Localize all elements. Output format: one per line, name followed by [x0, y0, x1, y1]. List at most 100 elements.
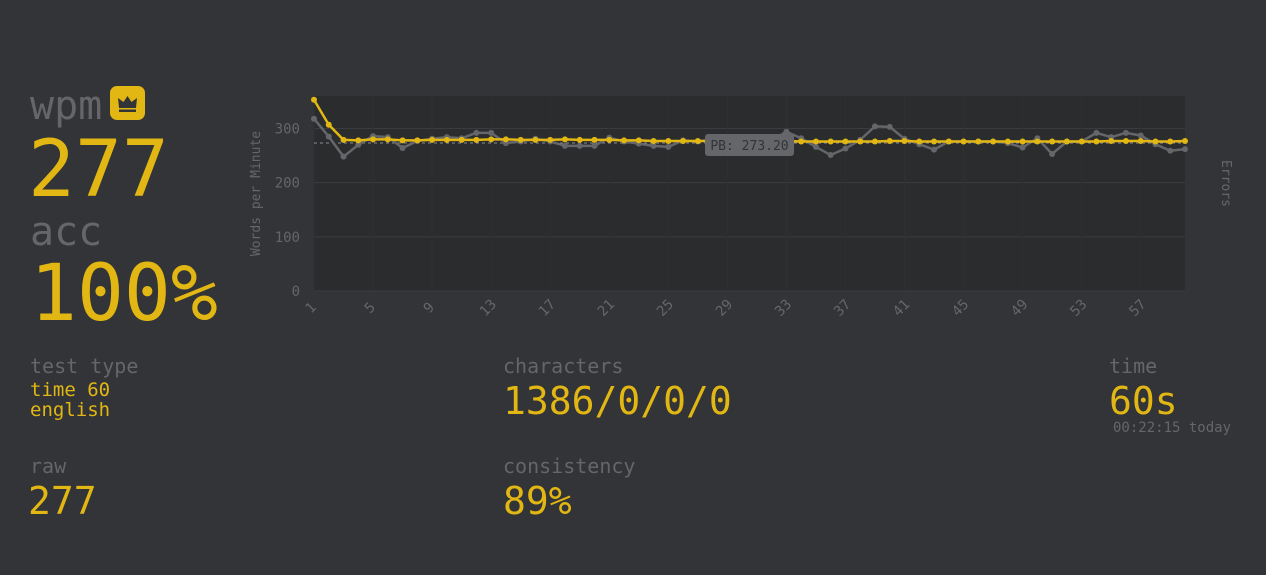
chart-point-wpm: [443, 136, 450, 143]
chart-point-wpm: [1093, 138, 1100, 145]
chart-xtick-label: 1: [303, 300, 320, 317]
test-type-label: test type: [30, 354, 139, 378]
chart-point-raw: [311, 115, 317, 122]
chart-point-raw: [1122, 129, 1129, 136]
chart-point-wpm: [502, 136, 509, 143]
chart-xtick-label: 9: [421, 300, 438, 317]
chart-ylabel: Words per Minute: [249, 131, 264, 256]
chart-point-wpm: [325, 121, 332, 128]
chart-pb-label-box: [705, 134, 794, 157]
wpm-label: wpm: [30, 83, 103, 129]
chart-point-wpm: [650, 137, 657, 144]
chart-point-wpm: [561, 136, 568, 143]
chart-point-wpm: [621, 137, 628, 144]
chart-xtick-label: 21: [595, 297, 618, 320]
chart-point-wpm: [827, 138, 834, 145]
chart-point-wpm: [532, 136, 539, 143]
chart-point-wpm: [1049, 138, 1056, 145]
chart-point-raw: [783, 128, 790, 135]
chart-point-wpm: [311, 96, 317, 103]
chart-point-wpm: [370, 136, 377, 143]
chart-xtick-label: 37: [831, 297, 854, 320]
chart-point-wpm: [458, 136, 465, 143]
chart-xtick-label: 53: [1067, 297, 1090, 320]
time-date: 00:22:15 today: [1113, 420, 1232, 436]
chart-xtick-label: 57: [1126, 297, 1149, 320]
chart-point-wpm: [606, 136, 613, 143]
chart-point-wpm: [901, 137, 908, 144]
chart-point-raw: [488, 129, 495, 136]
chart-point-wpm: [488, 136, 495, 143]
chart-point-wpm: [1167, 138, 1174, 145]
chart-xtick-label: 5: [362, 300, 379, 317]
consistency-value: 89%: [503, 479, 572, 523]
chart-pb-label-text: PB: 273.20: [710, 139, 788, 154]
chart-point-wpm: [1004, 138, 1011, 145]
chart-point-raw: [340, 153, 347, 160]
chart-y2label: Errors: [1218, 160, 1233, 207]
chart-point-wpm: [1137, 137, 1144, 144]
chart-point-wpm: [1063, 138, 1070, 145]
chart-point-wpm: [429, 136, 436, 143]
chart-point-wpm: [680, 137, 687, 144]
chart-xtick-label: 29: [713, 297, 736, 320]
chart-point-wpm: [355, 137, 362, 144]
characters-label: characters: [503, 354, 624, 378]
chart-point-raw: [1167, 147, 1174, 154]
chart-point-wpm: [665, 137, 672, 144]
chart-point-wpm: [340, 136, 347, 143]
chart-point-raw: [591, 142, 598, 149]
chart-point-wpm: [473, 136, 480, 143]
chart-point-wpm: [975, 138, 982, 145]
chart-point-wpm: [871, 138, 878, 145]
chart-ytick-label: 300: [275, 122, 300, 138]
chart-pb-label: PB: 273.20: [705, 134, 794, 157]
raw-value: 277: [28, 479, 97, 523]
chart-point-wpm: [990, 138, 997, 145]
chart-point-wpm: [1034, 138, 1041, 145]
chart-point-raw: [399, 145, 406, 151]
chart-point-raw: [1093, 129, 1100, 136]
chart-point-wpm: [1108, 137, 1115, 144]
chart-point-raw: [1049, 150, 1056, 157]
chart-point-raw: [1137, 132, 1144, 139]
chart-point-wpm: [635, 137, 642, 144]
chart-point-raw: [871, 123, 878, 130]
chart-point-wpm: [931, 138, 938, 145]
chart-point-wpm: [399, 137, 406, 144]
consistency-label: consistency: [503, 454, 636, 478]
chart-ytick-label: 0: [292, 284, 300, 300]
time-label: time: [1109, 354, 1158, 378]
chart-point-raw: [886, 123, 893, 130]
wpm-chart: 0 100 200 300 1 5 9 13 17 21 25 29 33 37 41 45 49 53 57 Wor…: [240, 88, 1240, 352]
chart-point-raw: [576, 142, 583, 149]
chart-ytick-label: 200: [275, 176, 300, 192]
chart-point-raw: [650, 142, 657, 149]
chart-point-wpm: [414, 137, 421, 144]
chart-point-wpm: [812, 138, 819, 145]
chart-point-wpm: [517, 136, 524, 143]
chart-xtick-label: 45: [949, 297, 972, 320]
crown-icon: [110, 86, 145, 120]
raw-label: raw: [30, 454, 67, 478]
chart-point-raw: [842, 145, 849, 152]
wpm-value: 277: [28, 125, 169, 215]
chart-point-raw: [665, 143, 672, 150]
chart-xtick-label: 41: [890, 297, 913, 320]
chart-xtick-label: 13: [477, 297, 500, 320]
chart-point-wpm: [842, 138, 849, 145]
chart-point-wpm: [384, 136, 391, 143]
chart-point-wpm: [1152, 138, 1159, 145]
chart-point-wpm: [916, 138, 923, 145]
chart-point-wpm: [945, 138, 952, 145]
chart-point-raw: [1019, 144, 1026, 151]
chart-point-wpm: [591, 136, 598, 143]
time-value: 60s: [1109, 379, 1178, 423]
chart-point-raw: [931, 146, 938, 153]
test-type-mode[interactable]: time 60: [30, 379, 111, 401]
accuracy-value: 100%: [30, 249, 218, 339]
test-type-language[interactable]: english: [30, 399, 111, 421]
chart-point-wpm: [576, 136, 583, 143]
chart-point-wpm: [886, 137, 893, 144]
chart-xtick-label: 33: [772, 297, 795, 320]
